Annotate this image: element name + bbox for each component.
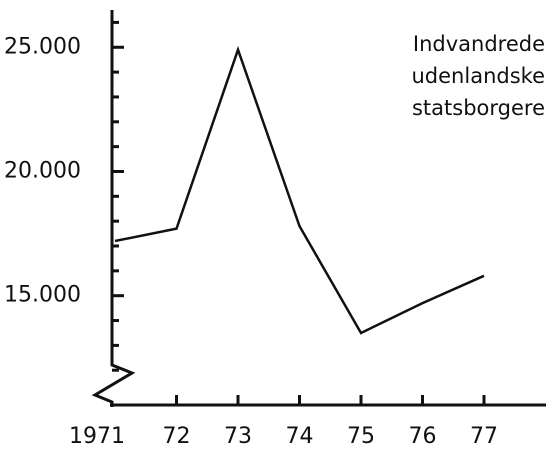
annotation: Indvandrede bbox=[413, 32, 545, 56]
x-tick-label: 76 bbox=[409, 424, 437, 449]
y-tick-label: 15.000 bbox=[4, 283, 81, 308]
x-tick-label: 77 bbox=[470, 424, 498, 449]
x-tick-label: 1971 bbox=[69, 424, 125, 449]
y-axis bbox=[91, 10, 136, 407]
annotation: udenlandske bbox=[412, 64, 546, 88]
annotation: statsborgere bbox=[412, 96, 545, 120]
y-tick-label: 25.000 bbox=[4, 34, 81, 59]
x-tick-label: 72 bbox=[163, 424, 191, 449]
data-line bbox=[114, 45, 485, 335]
x-tick-label: 73 bbox=[224, 424, 252, 449]
y-tick-label: 20.000 bbox=[4, 158, 81, 183]
x-tick-label: 75 bbox=[347, 424, 375, 449]
x-tick-label: 74 bbox=[286, 424, 314, 449]
